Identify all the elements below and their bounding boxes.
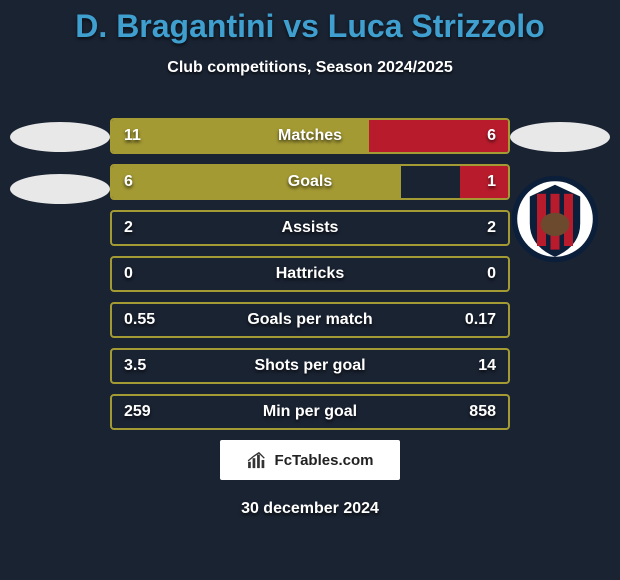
stat-value-right: 0.17	[465, 304, 496, 336]
player-right-crest-icon	[510, 174, 600, 264]
player-left-badges	[10, 122, 110, 152]
stat-value-right: 2	[487, 212, 496, 244]
stat-row: 11Matches6	[110, 118, 510, 154]
comparison-card: D. Bragantini vs Luca Strizzolo Club com…	[0, 0, 620, 580]
player-right-badges	[510, 122, 610, 152]
stat-value-right: 6	[487, 120, 496, 152]
stat-row: 259Min per goal858	[110, 394, 510, 430]
player-left-club-placeholder	[10, 122, 110, 152]
stat-row: 0.55Goals per match0.17	[110, 302, 510, 338]
stat-label: Min per goal	[112, 396, 508, 428]
brand-box[interactable]: FcTables.com	[220, 440, 400, 480]
date-text: 30 december 2024	[0, 500, 620, 518]
player-right-crest-wrap	[510, 174, 610, 269]
brand-text: FcTables.com	[275, 452, 374, 469]
stat-row: 0Hattricks0	[110, 256, 510, 292]
stat-label: Shots per goal	[112, 350, 508, 382]
stat-label: Matches	[112, 120, 508, 152]
stat-label: Hattricks	[112, 258, 508, 290]
stat-value-right: 14	[478, 350, 496, 382]
stat-label: Assists	[112, 212, 508, 244]
player-left-photo-placeholder	[10, 174, 110, 204]
stat-row: 6Goals1	[110, 164, 510, 200]
stat-value-right: 1	[487, 166, 496, 198]
stat-label: Goals	[112, 166, 508, 198]
stat-value-right: 0	[487, 258, 496, 290]
bar-chart-icon	[247, 451, 269, 469]
page-title: D. Bragantini vs Luca Strizzolo	[0, 0, 620, 45]
stat-row: 3.5Shots per goal14	[110, 348, 510, 384]
player-right-club-placeholder	[510, 122, 610, 152]
stat-rows: 11Matches66Goals12Assists20Hattricks00.5…	[110, 118, 510, 440]
player-left-badges-2	[10, 174, 110, 204]
stat-label: Goals per match	[112, 304, 508, 336]
stat-value-right: 858	[469, 396, 496, 428]
stat-row: 2Assists2	[110, 210, 510, 246]
page-subtitle: Club competitions, Season 2024/2025	[0, 59, 620, 77]
